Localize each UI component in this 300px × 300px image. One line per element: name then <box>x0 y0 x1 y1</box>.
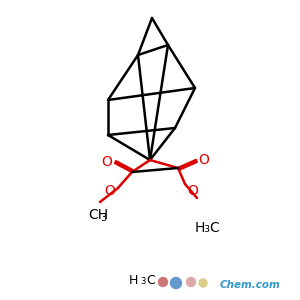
Text: O: O <box>105 184 116 198</box>
Text: CH: CH <box>88 208 108 222</box>
Text: O: O <box>188 184 198 198</box>
Text: O: O <box>102 155 112 169</box>
Text: 3: 3 <box>140 278 145 286</box>
Text: Chem.com: Chem.com <box>220 280 281 290</box>
Circle shape <box>170 278 182 289</box>
Circle shape <box>158 278 167 286</box>
Text: H₃C: H₃C <box>195 221 221 235</box>
Text: C: C <box>146 274 155 286</box>
Circle shape <box>199 279 207 287</box>
Circle shape <box>187 278 196 286</box>
Text: 3: 3 <box>100 213 106 223</box>
Text: H: H <box>129 274 138 286</box>
Text: O: O <box>199 153 209 167</box>
